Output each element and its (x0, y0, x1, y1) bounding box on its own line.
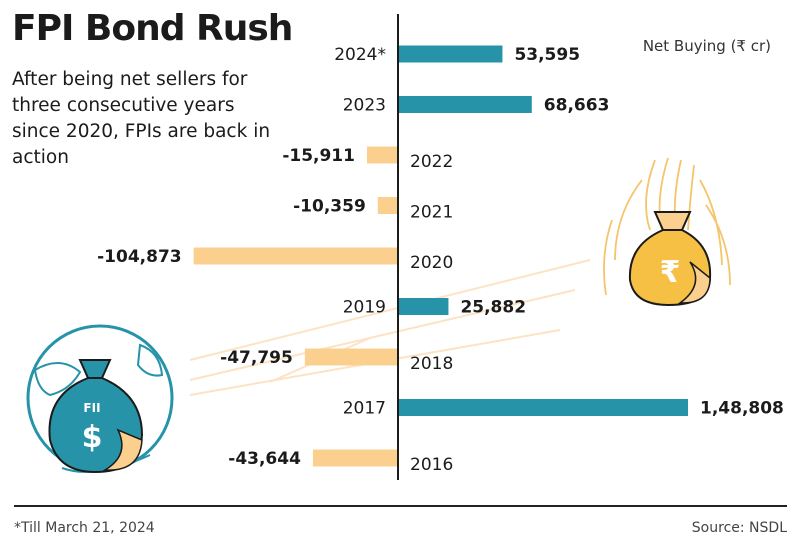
year-label-2022: 2022 (410, 152, 453, 172)
rupee-money-bag-icon: ₹ (603, 157, 731, 307)
bar-2021 (377, 197, 398, 214)
units-label: Net Buying (₹ cr) (642, 37, 771, 55)
chart-title: FPI Bond Rush (12, 8, 293, 49)
motion-lines-decoration (189, 259, 591, 396)
value-label-2021: -10,359 (293, 197, 366, 217)
chart-subtitle: After being net sellers for three consec… (12, 69, 271, 168)
bar-2024 (398, 45, 503, 63)
bars-group: 2024* 53,595 2023 68,663 2022 -15,911 2021 -10,… (97, 45, 784, 475)
value-label-2017: 1,48,808 (700, 399, 784, 419)
bar-2023 (398, 96, 532, 113)
rupee-symbol: ₹ (660, 255, 681, 290)
bar-2018 (304, 348, 398, 366)
bar-2022 (366, 146, 398, 164)
bar-2020 (193, 247, 398, 265)
year-label-2023: 2023 (343, 96, 386, 116)
year-label-2016: 2016 (410, 455, 453, 475)
bar-2016 (312, 449, 398, 467)
dollar-symbol: $ (82, 420, 103, 455)
source-note: Source: NSDL (691, 520, 787, 536)
value-label-2020: -104,873 (97, 247, 182, 267)
year-label-2018: 2018 (410, 354, 453, 374)
fii-money-bag-icon: FII $ (26, 324, 174, 474)
year-label-2020: 2020 (410, 253, 453, 273)
value-label-2023: 68,663 (544, 96, 610, 116)
value-label-2022: -15,911 (282, 146, 355, 166)
value-label-2016: -43,644 (228, 449, 301, 469)
year-label-2021: 2021 (410, 203, 453, 223)
year-label-2019: 2019 (343, 298, 386, 318)
value-label-2024: 53,595 (514, 45, 580, 65)
bar-2017 (398, 399, 688, 416)
year-label-2017: 2017 (343, 399, 386, 419)
year-label-2024: 2024* (334, 45, 386, 65)
footer-divider (14, 505, 787, 507)
bar-2019 (398, 298, 449, 315)
value-label-2019: 25,882 (460, 298, 526, 318)
value-label-2018: -47,795 (220, 348, 293, 368)
fii-label: FII (83, 401, 100, 415)
footnote: *Till March 21, 2024 (14, 520, 155, 536)
